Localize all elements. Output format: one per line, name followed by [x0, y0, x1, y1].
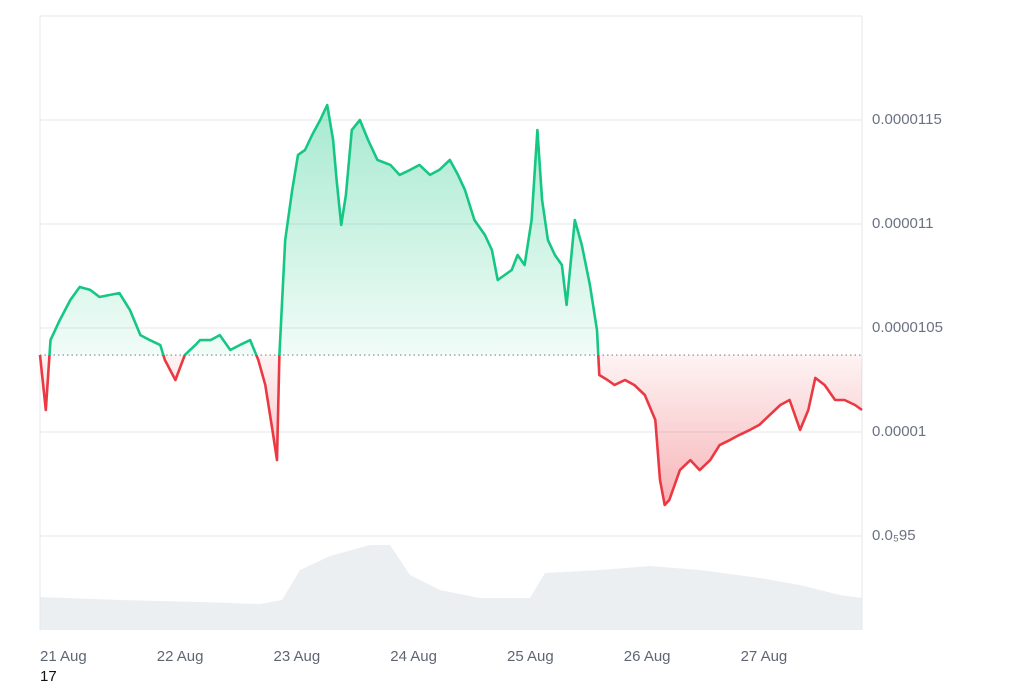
- x-tick-label: 21 Aug: [40, 648, 87, 665]
- y-tick-label: 0.000011: [872, 215, 933, 232]
- price-area: [40, 105, 862, 505]
- volume-area: [40, 545, 862, 630]
- x-tick-label: 26 Aug: [624, 648, 671, 665]
- x-tick-label: 23 Aug: [274, 648, 321, 665]
- x-tick-label: 22 Aug: [157, 648, 204, 665]
- y-tick-label: 0.0₅95: [872, 527, 916, 544]
- x-tick-label: 25 Aug: [507, 648, 554, 665]
- price-line: [38, 103, 863, 507]
- caption: 17: [40, 668, 57, 683]
- y-tick-label: 0.00001: [872, 423, 926, 440]
- x-tick-label: 27 Aug: [741, 648, 788, 665]
- y-tick-label: 0.0000105: [872, 319, 943, 336]
- x-tick-label: 24 Aug: [390, 648, 437, 665]
- y-tick-label: 0.0000115: [872, 111, 942, 128]
